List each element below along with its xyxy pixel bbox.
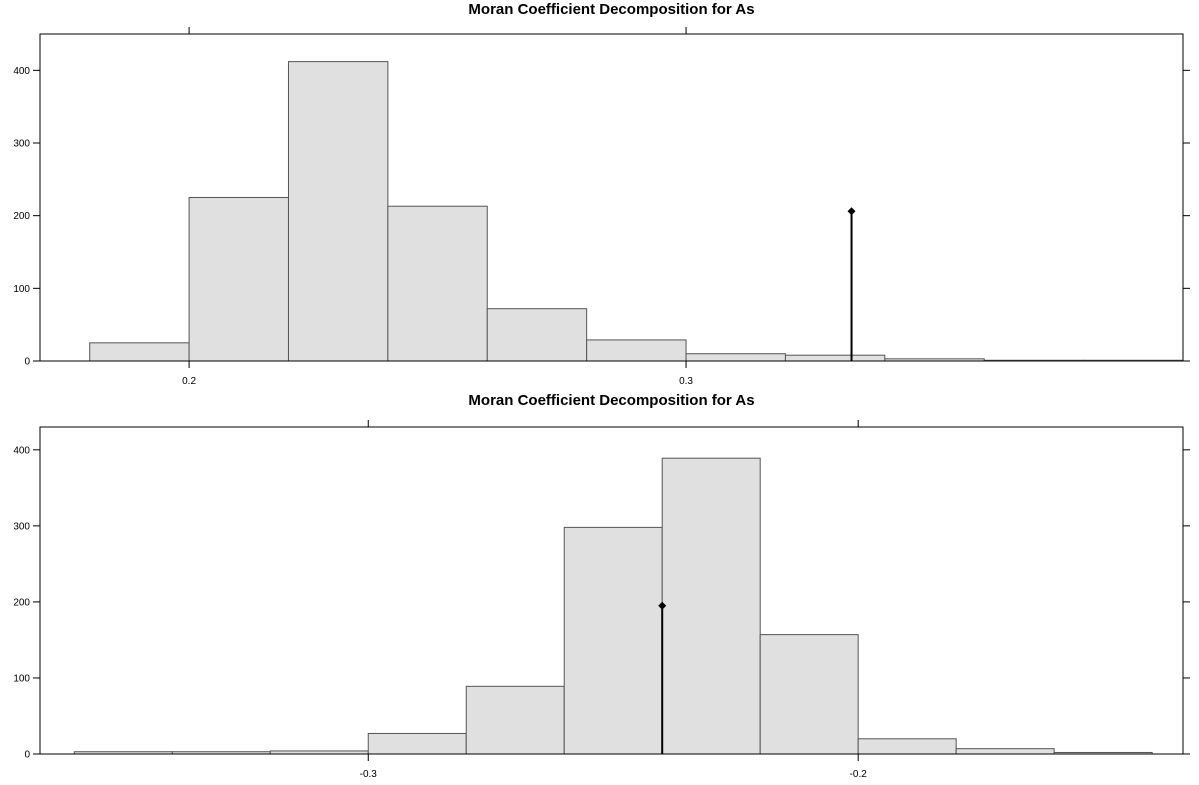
- histogram-bar: [759, 634, 859, 755]
- histogram-bar: [586, 339, 687, 362]
- histogram-bar: [857, 738, 957, 755]
- observed-value-marker: [847, 207, 856, 216]
- chart-title: Moran Coefficient Decomposition for As: [468, 392, 754, 409]
- histogram-bar: [563, 526, 663, 755]
- histogram-bar: [486, 308, 588, 362]
- histogram-panel-bottom: Moran Coefficient Decomposition for As -0…: [13, 392, 1190, 780]
- x-tick-label: -0.2: [850, 769, 868, 780]
- x-tick-label: 0.3: [679, 376, 693, 387]
- y-tick-label: 0: [24, 357, 30, 368]
- x-tick-label: 0.2: [182, 376, 196, 387]
- histogram-bar: [661, 457, 761, 755]
- histogram-bar: [387, 205, 488, 362]
- histogram-bar: [955, 748, 1055, 755]
- y-tick-label: 0: [24, 750, 30, 761]
- y-tick-label: 100: [13, 673, 30, 684]
- x-tick-label: -0.3: [360, 769, 378, 780]
- histogram-bar: [465, 685, 565, 755]
- observed-value-marker: [658, 601, 667, 610]
- histogram-bar: [784, 354, 886, 362]
- histogram-bar: [367, 732, 467, 755]
- histogram-bar: [188, 197, 289, 362]
- y-tick-label: 400: [13, 445, 30, 456]
- y-tick-label: 400: [13, 66, 30, 77]
- histogram-bar: [89, 342, 190, 362]
- y-tick-label: 200: [13, 597, 30, 608]
- y-tick-label: 300: [13, 139, 30, 150]
- y-tick-label: 200: [13, 211, 30, 222]
- histogram-panel-top: Moran Coefficient Decomposition for As 0.…: [13, 1, 1190, 387]
- plot-frame: [39, 33, 1184, 362]
- y-tick-label: 100: [13, 284, 30, 295]
- chart-title: Moran Coefficient Decomposition for As: [468, 1, 754, 18]
- histogram-bar: [685, 353, 786, 362]
- plot-frame: [39, 426, 1184, 755]
- y-tick-label: 300: [13, 521, 30, 532]
- histogram-bar: [287, 61, 389, 362]
